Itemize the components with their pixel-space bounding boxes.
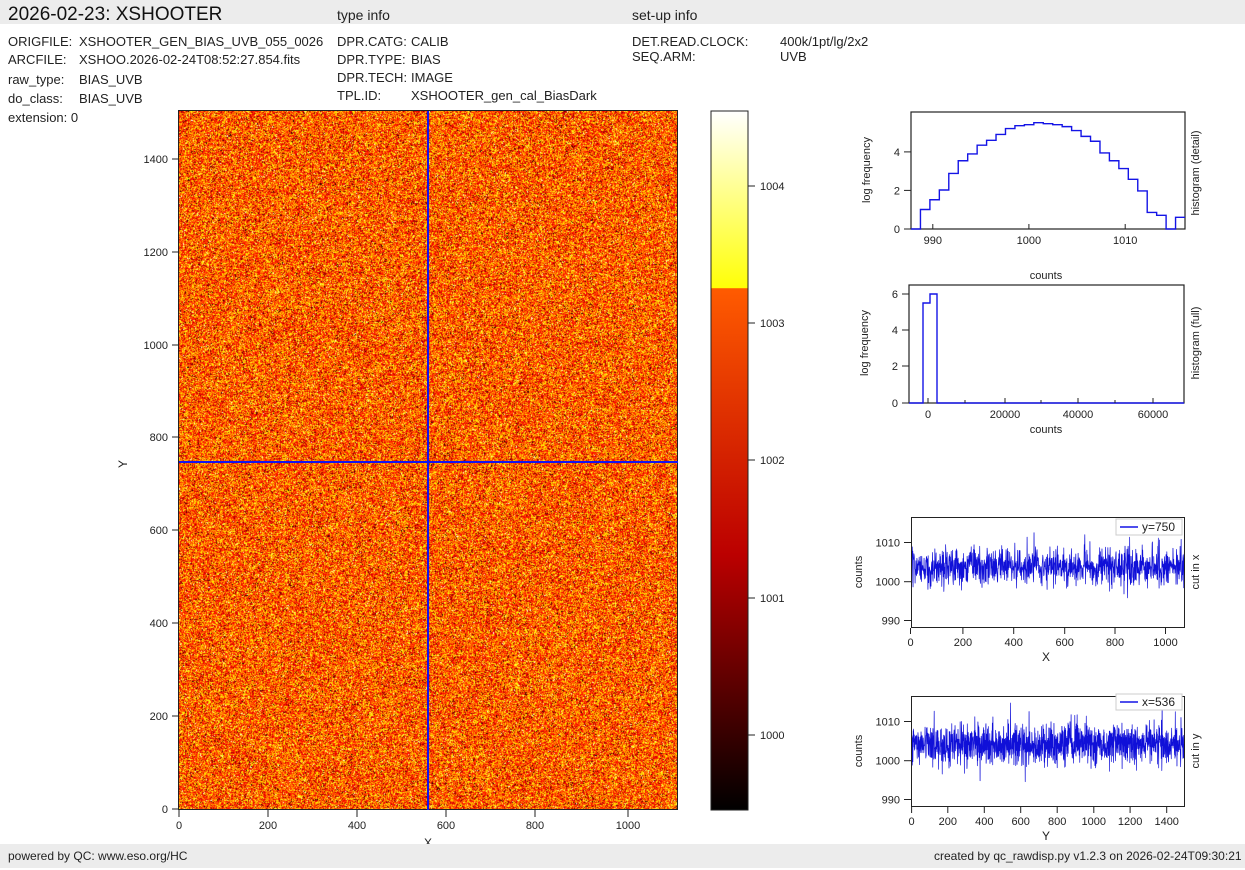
svg-text:990: 990 [924, 235, 942, 247]
svg-text:1003: 1003 [760, 318, 784, 330]
svg-text:800: 800 [526, 820, 544, 832]
svg-text:0: 0 [894, 224, 900, 236]
svg-text:600: 600 [150, 525, 168, 537]
svg-text:histogram (full): histogram (full) [1190, 307, 1202, 380]
svg-text:40000: 40000 [1063, 409, 1094, 421]
svg-text:1000: 1000 [876, 577, 900, 589]
svg-text:1000: 1000 [616, 820, 640, 832]
svg-text:1200: 1200 [144, 247, 168, 259]
svg-text:400: 400 [150, 618, 168, 630]
svg-text:0: 0 [925, 409, 931, 421]
svg-text:990: 990 [882, 616, 900, 628]
svg-text:1000: 1000 [1082, 816, 1106, 828]
svg-text:1000: 1000 [876, 756, 900, 768]
svg-text:2: 2 [892, 361, 898, 373]
svg-text:counts: counts [853, 555, 865, 588]
svg-text:800: 800 [1048, 816, 1066, 828]
svg-text:200: 200 [259, 820, 277, 832]
svg-text:1010: 1010 [876, 538, 900, 550]
svg-text:x=536: x=536 [1142, 695, 1175, 709]
svg-text:Y: Y [116, 460, 130, 468]
svg-text:log frequency: log frequency [859, 309, 871, 376]
svg-text:counts: counts [1030, 424, 1063, 436]
svg-text:200: 200 [150, 711, 168, 723]
svg-text:200: 200 [954, 637, 972, 649]
svg-text:cut in x: cut in x [1190, 554, 1202, 589]
svg-text:400: 400 [975, 816, 993, 828]
svg-text:400: 400 [1005, 637, 1023, 649]
svg-text:20000: 20000 [990, 409, 1021, 421]
svg-text:0: 0 [907, 637, 913, 649]
svg-text:histogram (detail): histogram (detail) [1190, 131, 1202, 216]
svg-text:1200: 1200 [1118, 816, 1142, 828]
svg-text:0: 0 [176, 820, 182, 832]
svg-text:0: 0 [162, 804, 168, 816]
svg-text:60000: 60000 [1138, 409, 1169, 421]
svg-text:1001: 1001 [760, 593, 784, 605]
svg-text:1400: 1400 [144, 154, 168, 166]
svg-text:0: 0 [892, 398, 898, 410]
svg-text:X: X [1042, 650, 1050, 664]
svg-text:200: 200 [939, 816, 957, 828]
svg-text:1010: 1010 [1113, 235, 1137, 247]
svg-text:counts: counts [1030, 270, 1063, 282]
svg-text:4: 4 [892, 325, 898, 337]
svg-text:1000: 1000 [760, 730, 784, 742]
svg-text:800: 800 [1106, 637, 1124, 649]
svg-text:800: 800 [150, 432, 168, 444]
svg-text:1000: 1000 [1017, 235, 1041, 247]
svg-text:6: 6 [892, 289, 898, 301]
svg-text:600: 600 [437, 820, 455, 832]
svg-text:cut in y: cut in y [1190, 733, 1202, 768]
svg-text:1400: 1400 [1154, 816, 1178, 828]
svg-text:1004: 1004 [760, 181, 784, 193]
svg-text:600: 600 [1012, 816, 1030, 828]
svg-text:4: 4 [894, 147, 900, 159]
svg-text:log frequency: log frequency [861, 136, 873, 203]
svg-text:1002: 1002 [760, 455, 784, 467]
svg-text:1000: 1000 [1153, 637, 1177, 649]
svg-text:1000: 1000 [144, 340, 168, 352]
svg-text:2: 2 [894, 185, 900, 197]
svg-text:Y: Y [1042, 829, 1050, 843]
svg-text:0: 0 [909, 816, 915, 828]
svg-text:600: 600 [1056, 637, 1074, 649]
svg-text:y=750: y=750 [1142, 520, 1175, 534]
svg-text:400: 400 [348, 820, 366, 832]
svg-text:990: 990 [882, 795, 900, 807]
svg-text:1010: 1010 [876, 717, 900, 729]
svg-text:counts: counts [853, 734, 865, 767]
